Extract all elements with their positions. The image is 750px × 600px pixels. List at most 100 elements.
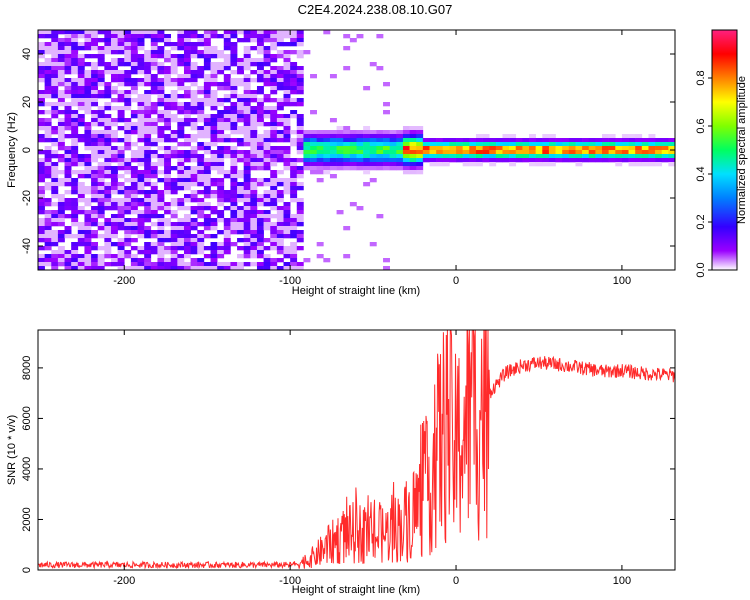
heat-cell xyxy=(290,82,298,87)
heat-cell xyxy=(124,166,132,171)
heat-cell xyxy=(150,206,158,211)
heat-cell xyxy=(170,118,178,123)
heat-cell xyxy=(157,226,165,231)
heat-cell xyxy=(203,162,211,167)
heat-cell xyxy=(71,70,79,75)
heat-cell xyxy=(276,74,284,79)
heat-cell xyxy=(77,258,85,263)
heat-cell xyxy=(230,114,238,119)
heat-cell xyxy=(97,174,105,179)
heat-cell xyxy=(144,54,152,59)
heat-cell xyxy=(243,54,251,59)
heat-cell xyxy=(137,162,145,167)
heat-cell xyxy=(602,146,609,151)
heat-cell xyxy=(157,218,165,223)
heat-cell xyxy=(110,58,118,63)
heat-cell xyxy=(170,234,178,239)
heat-cell xyxy=(124,42,132,47)
heat-cell xyxy=(343,226,351,231)
heat-cell xyxy=(64,122,72,127)
heat-cell xyxy=(117,42,125,47)
heat-cell xyxy=(369,146,377,151)
heat-cell xyxy=(356,146,364,151)
heat-cell xyxy=(217,194,225,199)
heat-cell xyxy=(429,138,437,143)
heat-cell xyxy=(84,62,92,67)
heat-cell xyxy=(283,78,291,83)
heat-cell xyxy=(44,150,52,155)
heat-cell xyxy=(124,210,132,215)
heat-cell xyxy=(84,226,92,231)
heat-cell xyxy=(38,186,45,191)
heat-cell xyxy=(91,234,99,239)
heat-cell xyxy=(197,174,205,179)
heat-cell xyxy=(104,118,112,123)
heat-cell xyxy=(144,74,152,79)
heat-cell xyxy=(310,166,317,171)
heat-cell xyxy=(329,154,337,159)
heat-cell xyxy=(64,66,72,71)
heat-cell xyxy=(190,210,198,215)
heat-cell xyxy=(203,254,211,259)
spectrogram-x-tick-label: -200 xyxy=(113,275,135,287)
heat-cell xyxy=(137,182,145,187)
heat-cell xyxy=(323,158,331,163)
heat-cell xyxy=(263,178,271,183)
heat-cell xyxy=(203,134,211,139)
heat-cell xyxy=(130,154,138,159)
heat-cell xyxy=(283,86,291,91)
heat-cell xyxy=(283,222,291,227)
heat-cell xyxy=(250,78,258,83)
heat-cell xyxy=(230,42,238,47)
heat-cell xyxy=(130,210,138,215)
heat-cell xyxy=(482,134,490,139)
heat-cell xyxy=(263,154,271,159)
heat-cell xyxy=(177,162,185,167)
heat-cell xyxy=(150,78,158,83)
heat-cell xyxy=(177,78,185,83)
heat-cell xyxy=(263,70,271,75)
heat-cell xyxy=(409,134,417,139)
heat-cell xyxy=(57,238,65,243)
snr-x-label: Height of straight line (km) xyxy=(292,584,420,596)
heat-cell xyxy=(316,242,324,247)
heat-cell xyxy=(548,162,556,167)
heat-cell xyxy=(243,62,251,67)
heat-cell xyxy=(110,130,118,135)
heat-cell xyxy=(230,202,238,207)
heat-cell xyxy=(270,42,278,47)
heat-cell xyxy=(91,118,99,123)
heat-cell xyxy=(263,226,271,231)
heat-cell xyxy=(137,246,145,251)
heat-cell xyxy=(104,94,112,99)
heat-cell xyxy=(210,78,218,83)
heat-cell xyxy=(256,50,264,55)
heat-cell xyxy=(402,130,410,135)
heat-cell xyxy=(170,202,178,207)
heat-cell xyxy=(91,198,99,203)
heat-cell xyxy=(150,110,158,115)
heat-cell xyxy=(38,150,45,155)
heat-cell xyxy=(51,82,59,87)
heat-cell xyxy=(51,130,59,135)
heat-cell xyxy=(210,54,218,59)
heat-cell xyxy=(223,250,231,255)
heat-cell xyxy=(170,138,178,143)
heat-cell xyxy=(164,58,172,63)
heat-cell xyxy=(250,38,258,43)
heat-cell xyxy=(71,138,79,143)
heat-cell xyxy=(210,114,218,119)
heat-cell xyxy=(64,202,72,207)
heat-cell xyxy=(210,234,218,239)
heat-cell xyxy=(376,138,384,143)
heat-cell xyxy=(582,150,590,155)
heat-cell xyxy=(323,170,331,175)
heat-cell xyxy=(210,258,218,263)
heat-cell xyxy=(44,102,52,107)
heat-cell xyxy=(64,190,72,195)
heat-cell xyxy=(110,98,118,103)
heat-cell xyxy=(230,178,238,183)
heat-cell xyxy=(91,190,99,195)
heat-cell xyxy=(283,102,291,107)
heat-cell xyxy=(475,146,483,151)
